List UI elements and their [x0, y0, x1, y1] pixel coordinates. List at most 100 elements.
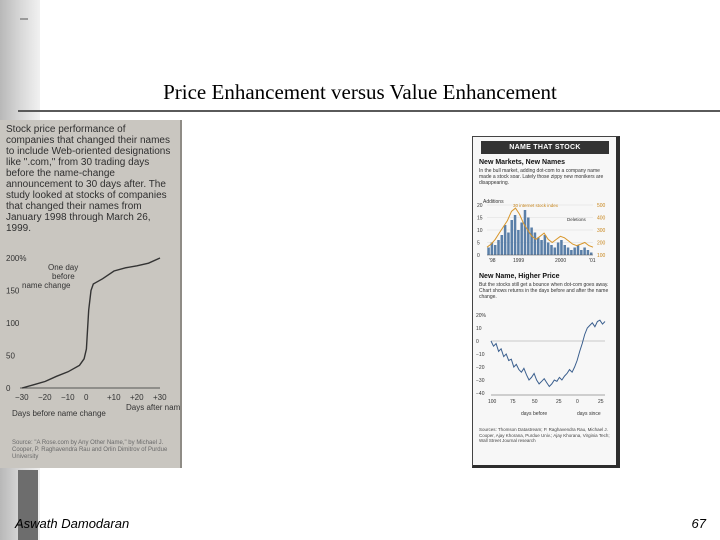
chart1-bar [543, 235, 547, 255]
right-clipping-sources: Sources: Thomson Datastream; P. Raghaven… [479, 427, 610, 443]
chart2-line [490, 319, 606, 388]
left-chart-x-tick: −30 [15, 393, 29, 402]
chart1-right-tick: 200 [597, 241, 606, 247]
chart2-y-tick: −20 [476, 365, 485, 371]
left-chart-y-tick: 100 [6, 319, 20, 328]
chart1-bar [580, 250, 583, 255]
chart2-y-tick: −40 [476, 391, 485, 397]
chart1-bar [589, 252, 593, 255]
chart2-xlabel-right: days since [577, 411, 601, 417]
chart1-index-line [486, 207, 594, 248]
left-chart-annotation: One day before name change [22, 263, 80, 290]
chart2-x-tick: 25 [598, 399, 604, 405]
left-chart-y-tick: 0 [6, 384, 11, 393]
right-clipping-body-1: In the bull market, adding dot-com to a … [479, 168, 604, 186]
left-chart-xlabel-left: Days before name change [12, 409, 106, 418]
footer-page-number: 67 [691, 516, 706, 531]
chart1-bar [556, 242, 560, 255]
footer-author: Aswath Damodaran [15, 516, 130, 531]
chart2-y-tick: 20% [476, 313, 487, 319]
chart1-left-tick: 10 [477, 228, 483, 234]
slide-top-tick [20, 18, 28, 20]
left-chart-y-tick: 50 [6, 352, 15, 361]
left-clipping-source: Source: "A Rose.com by Any Other Name," … [12, 440, 168, 460]
left-chart-y-tick: 150 [6, 287, 20, 296]
chart1-left-tick: 5 [477, 241, 480, 247]
left-chart-xlabel-right: Days after name change [126, 403, 182, 412]
chart1-label-index: 30 internet stock index [513, 203, 559, 208]
right-clipping-body-2: But the stocks still get a bounce when d… [479, 282, 609, 300]
chart1-bar [507, 232, 510, 255]
chart1-bar [510, 220, 513, 255]
left-chart-x-tick: +20 [130, 393, 144, 402]
chart1-bar [570, 250, 573, 255]
chart1-bar [536, 237, 540, 255]
right-clipping-banner: NAME THAT STOCK [481, 141, 609, 154]
chart1-bar [523, 210, 527, 255]
chart1-left-tick: 15 [477, 216, 483, 222]
chart1-right-tick: 500 [597, 203, 606, 209]
left-chart-x-tick: 0 [84, 393, 89, 402]
chart1-bar [503, 225, 507, 255]
right-clipping-heading-2: New Name, Higher Price [479, 273, 560, 280]
left-chart-y-tick: 200% [6, 254, 26, 263]
chart1-bar [497, 240, 500, 255]
chart1-bar [533, 232, 537, 255]
chart1-bar [583, 247, 586, 255]
title-rule [18, 110, 720, 112]
chart1-bar [513, 215, 517, 255]
chart1-bar [573, 247, 576, 255]
chart2-x-tick: 50 [532, 399, 538, 405]
chart1-right-tick: 400 [597, 216, 606, 222]
chart1-bar [560, 240, 563, 255]
left-chart-x-tick: +30 [153, 393, 167, 402]
chart2-y-tick: 0 [476, 339, 479, 345]
chart1-bar [520, 222, 523, 255]
left-chart-line [21, 257, 161, 389]
chart1-bar [490, 242, 494, 255]
chart1-x-tick: '01 [589, 258, 596, 264]
left-chart-x-tick: −10 [61, 393, 75, 402]
chart1-bar [530, 227, 533, 255]
chart1-right-tick: 100 [597, 253, 606, 259]
chart2-x-tick: 0 [576, 399, 579, 405]
chart1-label-additions: Additions [483, 199, 504, 205]
chart1-bar [553, 247, 557, 255]
chart1-bar [550, 245, 553, 255]
chart1-bar [517, 230, 520, 255]
right-clipping-heading-1: New Markets, New Names [479, 159, 565, 166]
chart1-bar [527, 217, 530, 255]
chart1-left-tick: 0 [477, 253, 480, 259]
left-clipping: Stock price performance of companies tha… [0, 120, 182, 468]
chart1-x-tick: 2000 [555, 258, 566, 264]
chart1-label-deletions: Deletions [567, 217, 587, 222]
chart2-y-tick: −10 [476, 352, 485, 358]
chart1-bar [500, 235, 504, 255]
chart1-left-tick: 20 [477, 203, 483, 209]
left-chart-x-tick: −20 [38, 393, 52, 402]
chart1-right-tick: 300 [597, 228, 606, 234]
chart2-x-tick: 75 [510, 399, 516, 405]
chart2-y-tick: −30 [476, 378, 485, 384]
right-clipping: NAME THAT STOCK New Markets, New Names I… [472, 136, 620, 468]
chart2-y-tick: 10 [476, 326, 482, 332]
left-clipping-caption: Stock price performance of companies tha… [6, 124, 171, 234]
chart1-bar [566, 247, 570, 255]
chart1-bar [493, 245, 497, 255]
chart1-bar [546, 242, 550, 255]
chart1-bar [576, 245, 580, 255]
chart1-bar [540, 240, 543, 255]
chart1-bar [563, 245, 566, 255]
chart2-xlabel-left: days before [521, 411, 547, 417]
chart1-bar [487, 247, 490, 255]
chart1-x-tick: 1999 [513, 258, 524, 264]
slide-title: Price Enhancement versus Value Enhanceme… [163, 80, 557, 104]
chart2-x-tick: 25 [556, 399, 562, 405]
chart1-bar [586, 250, 590, 255]
chart2-x-tick: 100 [488, 399, 497, 405]
left-clipping-chart: 200% 150 100 50 0 −30 −20 −10 0 +10 +20 +30 One day… [6, 254, 182, 418]
left-chart-x-tick: +10 [107, 393, 121, 402]
slide-left-band-accent [18, 470, 38, 540]
chart1-x-tick: '98 [489, 258, 496, 264]
